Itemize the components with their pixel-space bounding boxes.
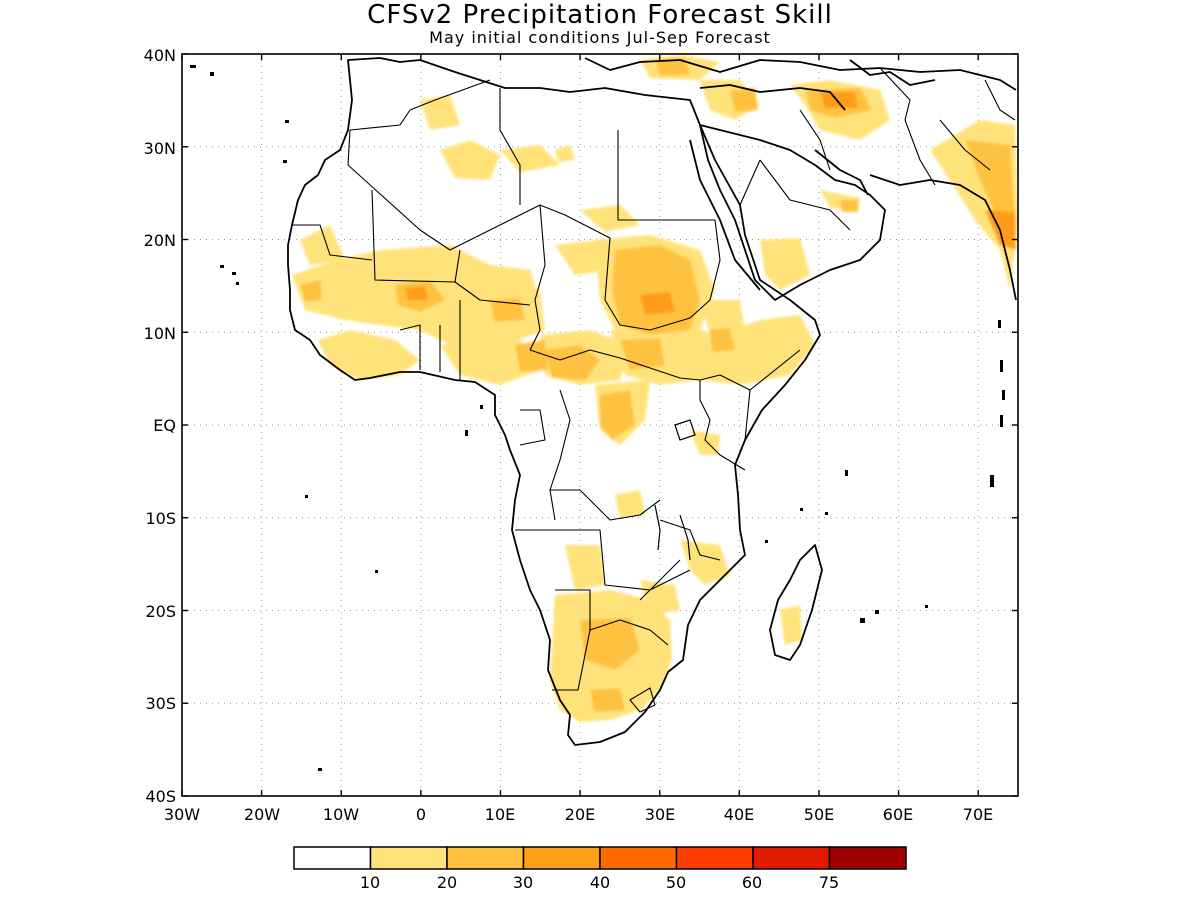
shade-mozambique <box>680 540 730 585</box>
anatolia <box>699 84 846 111</box>
madagascar <box>769 544 823 661</box>
shade-west-coast <box>318 330 420 380</box>
shade-arabia-south <box>760 238 810 290</box>
shade-congo-core <box>600 390 635 440</box>
shade-egypt-sinai <box>580 205 640 232</box>
lakes <box>654 419 696 561</box>
lat-label-10s: 10S <box>145 509 176 528</box>
colorbar-swatch <box>446 846 525 870</box>
lat-axis: 40N 30N 20N 10N EQ 10S 20S 30S 40S <box>144 46 176 806</box>
lon-label-20w: 20W <box>244 805 280 824</box>
lon-label-10w: 10W <box>323 805 359 824</box>
lat-label-eq: EQ <box>153 416 176 435</box>
shade-botswana-east <box>640 580 680 615</box>
shade-sahel-max <box>405 286 428 300</box>
country-borders <box>292 67 1016 713</box>
africa-coastline <box>287 57 821 746</box>
lon-label-30w: 30W <box>164 805 200 824</box>
colorbar-swatch <box>369 846 448 870</box>
shade-ethiopia-core <box>710 328 735 352</box>
shade-sa-core <box>590 688 625 712</box>
shade-sahara-scatter <box>555 145 575 162</box>
iran-coast <box>869 174 1017 301</box>
lon-axis: 30W 20W 10W 0 10E 20E 30E 40E 50E 60E 70… <box>164 805 993 824</box>
red-sea-coast <box>689 139 761 291</box>
colorbar: 10 20 30 40 50 60 75 <box>293 846 907 892</box>
islands <box>190 65 1005 771</box>
shade-nigeria <box>440 340 540 385</box>
shade-sahara-north2 <box>500 145 560 172</box>
shade-zambia-angola <box>565 545 605 590</box>
lon-label-50e: 50E <box>804 805 834 824</box>
colorbar-label-40: 40 <box>590 873 610 892</box>
mediterranean-north <box>584 57 1017 91</box>
shade-oman-core <box>840 200 858 212</box>
lon-label-10e: 10E <box>485 805 515 824</box>
shade-sudan-core <box>612 245 700 335</box>
shade-sahel-core-2 <box>300 280 322 302</box>
lat-label-40s: 40S <box>145 787 176 806</box>
shade-madagascar <box>780 605 802 645</box>
shade-east-africa-coast <box>690 430 720 455</box>
shade-iraq-max <box>820 92 858 108</box>
lon-label-70e: 70E <box>963 805 993 824</box>
shade-tanzania <box>615 490 645 518</box>
lon-label-60e: 60E <box>883 805 913 824</box>
shade-sahara-north <box>440 140 500 180</box>
colorbar-swatch <box>675 846 754 870</box>
colorbar-swatch <box>828 846 907 870</box>
lat-label-30s: 30S <box>145 694 176 713</box>
lat-label-20s: 20S <box>145 602 176 621</box>
arabia-coastline <box>699 124 886 301</box>
colorbar-swatch <box>599 846 678 870</box>
shade-levant-core <box>730 88 758 112</box>
lon-label-30e: 30E <box>645 805 675 824</box>
colorbar-swatch <box>752 846 831 870</box>
tick-marks <box>181 53 1018 797</box>
lon-label-20e: 20E <box>565 805 595 824</box>
colorbar-label-60: 60 <box>742 873 762 892</box>
caspian-region <box>849 59 936 86</box>
coastlines <box>287 57 1017 746</box>
colorbar-label-10: 10 <box>360 873 380 892</box>
lon-label-0: 0 <box>416 805 426 824</box>
persian-gulf <box>814 149 869 196</box>
lat-label-40n: 40N <box>144 46 176 65</box>
colorbar-label-75: 75 <box>819 873 839 892</box>
colorbar-swatch <box>293 846 372 870</box>
shade-med-core <box>655 58 690 76</box>
shade-algeria <box>420 95 460 130</box>
lat-label-30n: 30N <box>144 139 176 158</box>
colorbar-label-30: 30 <box>513 873 533 892</box>
shade-car-core <box>545 345 600 380</box>
shade-botswana-core <box>580 618 640 670</box>
shade-nigeria-core <box>515 340 548 372</box>
colorbar-swatch <box>522 846 601 870</box>
lat-label-20n: 20N <box>144 231 176 250</box>
colorbar-label-50: 50 <box>666 873 686 892</box>
lat-label-10n: 10N <box>144 324 176 343</box>
chart-subtitle: May initial conditions Jul-Sep Forecast <box>429 28 771 47</box>
lon-label-40e: 40E <box>724 805 754 824</box>
chart-title: CFSv2 Precipitation Forecast Skill <box>367 0 833 30</box>
skill-shading <box>292 55 1018 722</box>
shade-india-core <box>965 140 1016 230</box>
shade-sudan-max <box>640 292 675 315</box>
colorbar-label-20: 20 <box>437 873 457 892</box>
shade-ethiopia-north <box>700 300 745 335</box>
